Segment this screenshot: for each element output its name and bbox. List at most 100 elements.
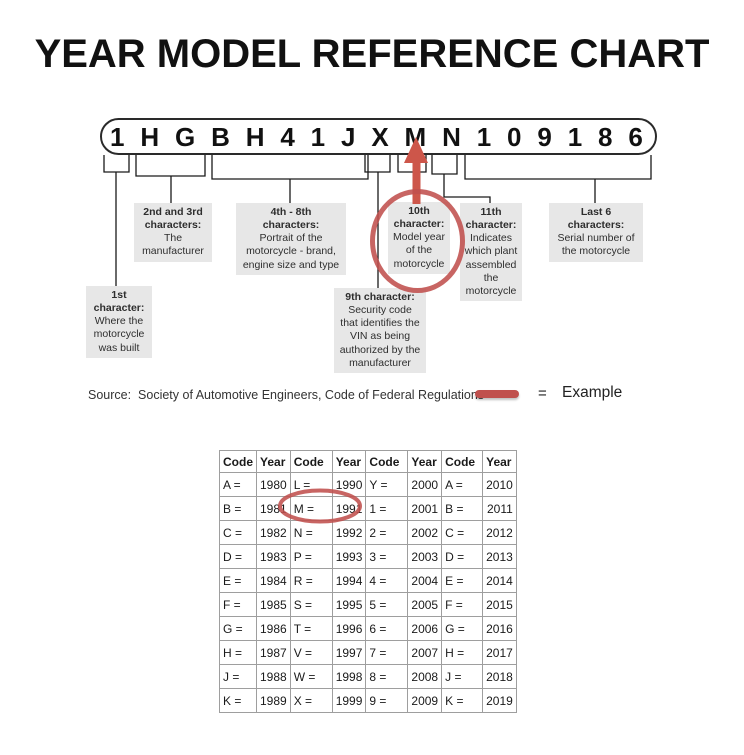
table-header-cell: Year — [482, 450, 517, 473]
table-row: F = 1985 S = 1995 5 = 2005 F = 2015 — [219, 592, 517, 617]
table-header-cell: Code — [289, 450, 333, 473]
year-cell: 1982 — [256, 520, 291, 545]
legend-equals-sign: = — [538, 385, 547, 402]
year-cell: 1983 — [256, 544, 291, 569]
code-cell: B = — [441, 496, 484, 521]
year-cell: 2012 — [482, 520, 517, 545]
callout-11th-character: 11th character: Indicates which plant as… — [460, 203, 522, 301]
table-row: D = 1983 P = 1993 3 = 2003 D = 2013 — [219, 544, 517, 569]
code-cell: C = — [219, 520, 257, 545]
code-cell: 1 = — [365, 496, 409, 521]
year-cell: 1993 — [331, 544, 367, 569]
code-cell: H = — [219, 640, 257, 665]
table-header-cell: Year — [331, 450, 367, 473]
year-cell: 2019 — [482, 688, 517, 713]
code-cell: E = — [441, 568, 484, 593]
table-row: G = 1986 T = 1996 6 = 2006 G = 2016 — [219, 616, 517, 641]
year-cell: 2001 — [407, 496, 443, 521]
callout-title: 10th character: — [393, 205, 445, 231]
year-cell: 1991 — [331, 496, 367, 521]
callout-body: Portrait of the motorcycle - brand, engi… — [242, 232, 340, 271]
code-cell: 7 = — [365, 640, 409, 665]
code-cell: E = — [219, 568, 257, 593]
year-cell: 1994 — [331, 568, 367, 593]
year-cell: 1995 — [331, 592, 367, 617]
year-cell: 1980 — [256, 472, 291, 497]
year-cell: 2002 — [407, 520, 443, 545]
table-header-cell: Code — [219, 450, 257, 473]
code-cell: S = — [289, 592, 333, 617]
year-cell: 2015 — [482, 592, 517, 617]
year-cell: 1999 — [331, 688, 367, 713]
callout-9th-character: 9th character: Security code that identi… — [334, 288, 426, 373]
code-cell: 3 = — [365, 544, 409, 569]
vin-char: H — [140, 121, 160, 152]
year-cell: 2010 — [482, 472, 517, 497]
callout-body: Indicates which plant assembled the moto… — [464, 232, 518, 297]
code-cell: P = — [289, 544, 333, 569]
callout-last-6-characters: Last 6 characters: Serial number of the … — [549, 203, 643, 262]
table-row: K = 1989 X = 1999 9 = 2009 K = 2019 — [219, 688, 517, 713]
code-cell: F = — [441, 592, 484, 617]
year-cell: 2013 — [482, 544, 517, 569]
year-cell: 2003 — [407, 544, 443, 569]
callout-body: Security code that identifies the VIN as… — [339, 304, 421, 369]
example-line-swatch — [475, 390, 519, 398]
code-cell: J = — [219, 664, 257, 689]
year-cell: 2018 — [482, 664, 517, 689]
table-row: A = 1980 L = 1990 Y = 2000 A = 2010 — [219, 472, 517, 497]
code-cell: D = — [441, 544, 484, 569]
year-cell: 2014 — [482, 568, 517, 593]
vin-char: N — [442, 121, 461, 152]
vin-char: 6 — [628, 121, 643, 152]
year-cell: 1981 — [256, 496, 291, 521]
code-cell: W = — [289, 664, 333, 689]
vin-char: X — [371, 121, 389, 152]
table-row: E = 1984 R = 1994 4 = 2004 E = 2014 — [219, 568, 517, 593]
code-cell: G = — [219, 616, 257, 641]
vin-char: H — [245, 121, 265, 152]
code-cell: B = — [219, 496, 257, 521]
vin-char: M — [404, 121, 427, 152]
callout-body: Model year of the motorcycle — [393, 231, 445, 270]
table-header-cell: Code — [441, 450, 484, 473]
code-cell: K = — [219, 688, 257, 713]
callout-2nd-3rd-characters: 2nd and 3rd characters: The manufacturer — [134, 203, 212, 262]
code-cell: N = — [289, 520, 333, 545]
vin-char: J — [341, 121, 356, 152]
code-cell: 8 = — [365, 664, 409, 689]
callout-1st-character: 1st character: Where the motorcycle was … — [86, 286, 152, 358]
callout-title: 2nd and 3rd characters: — [143, 206, 203, 232]
callout-title: 1st character: — [93, 289, 145, 315]
year-cell: 2009 — [407, 688, 443, 713]
callout-title: 9th character: — [345, 291, 415, 303]
year-cell: 2017 — [482, 640, 517, 665]
code-cell: X = — [289, 688, 333, 713]
code-cell: D = — [219, 544, 257, 569]
code-cell: 2 = — [365, 520, 409, 545]
year-cell: 2016 — [482, 616, 517, 641]
callout-title: Last 6 characters: — [567, 206, 625, 232]
callout-title: 4th - 8th characters: — [262, 206, 320, 232]
year-cell: 1997 — [331, 640, 367, 665]
code-cell: J = — [441, 664, 484, 689]
code-cell: A = — [219, 472, 257, 497]
year-cell: 1984 — [256, 568, 291, 593]
year-cell: 2006 — [407, 616, 443, 641]
vin-char: 0 — [507, 121, 522, 152]
year-cell: 1998 — [331, 664, 367, 689]
legend-example-label: Example — [562, 384, 623, 401]
year-cell: 1990 — [331, 472, 367, 497]
table-row: J = 1988 W = 1998 8 = 2008 J = 2018 — [219, 664, 517, 689]
table-row: C = 1982 N = 1992 2 = 2002 C = 2012 — [219, 520, 517, 545]
year-code-table: Code Year Code Year Code Year Code Year A = 1980 L… — [219, 450, 517, 713]
vin-char: 4 — [280, 121, 295, 152]
code-cell: 4 = — [365, 568, 409, 593]
vin-char: 1 — [567, 121, 583, 152]
callout-body: Where the motorcycle was built — [93, 315, 145, 354]
year-cell: 2004 — [407, 568, 443, 593]
year-cell: 2011 — [482, 496, 517, 521]
year-cell: 1996 — [331, 616, 367, 641]
